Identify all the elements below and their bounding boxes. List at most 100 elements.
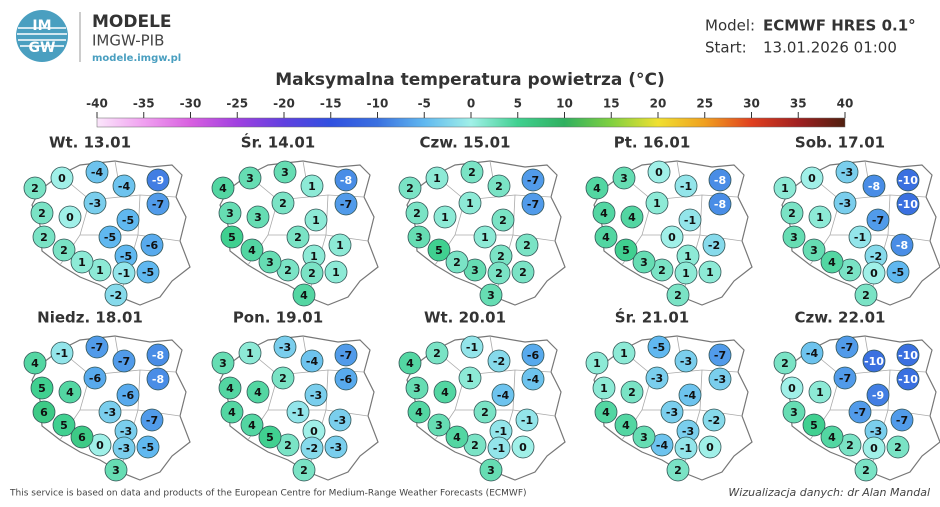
station-value: -7 [896,414,908,427]
station-marker [425,166,449,190]
station-value: -7 [527,174,539,187]
station-marker [479,283,503,307]
station-value: -6 [527,349,540,362]
station-marker [304,208,328,232]
station-value: -8 [340,174,352,187]
station-value: 4 [219,182,227,195]
station-value: -2 [708,239,720,252]
station-value: 4 [453,431,461,444]
org: IMGW-PIB [92,32,164,50]
colorbar-label: 10 [556,97,573,111]
station-value: -4 [806,347,819,360]
station-value: -9 [872,389,884,402]
map-title: Pt. 16.01 [614,134,691,152]
station-value: 4 [31,357,39,370]
model: ECMWF HRES 0.1° [763,17,916,35]
station-value: -3 [714,373,726,386]
colorbar-label: -15 [320,97,342,111]
title: Maksymalna temperatura powietrza (°C) [275,70,665,90]
station-value: 0 [870,442,878,455]
station-marker [773,176,797,200]
station-marker [491,383,515,407]
station-value: 2 [481,406,489,419]
station-value: 3 [471,264,479,277]
station-marker [708,168,732,192]
station-marker [808,380,832,404]
station-marker [238,166,262,190]
station-marker [620,205,644,229]
station-marker [427,413,451,437]
station-value: 3 [435,419,443,432]
station-value: -6 [89,372,102,385]
station-value: -3 [104,406,116,419]
station-marker [708,367,732,391]
station-marker [292,283,316,307]
station-marker [666,283,690,307]
station-value: -1 [684,214,696,227]
station-marker [83,366,107,390]
station-marker [802,413,826,437]
station-marker [324,260,348,284]
station-value: -10 [898,373,918,386]
station-value: 2 [495,267,503,280]
station-marker [52,238,76,262]
station-value: 3 [640,431,648,444]
station-marker [85,160,109,184]
station-value: 1 [433,172,441,185]
station-value: -6 [340,373,353,386]
region-borders [59,160,181,298]
station-value: 1 [600,382,608,395]
station-value: 1 [593,357,601,370]
station-marker [698,260,722,284]
station-marker [896,367,920,391]
station-marker [645,366,669,390]
station-value: 4 [415,406,423,419]
station-marker [398,176,422,200]
station-marker [632,425,656,449]
station-marker [674,261,698,285]
station-marker [890,408,914,432]
station-value: -3 [334,414,346,427]
station-value: 2 [468,166,476,179]
station-marker [140,233,164,257]
station-value: -1 [521,414,533,427]
map-title: Śr. 21.01 [615,308,689,327]
station-marker [407,225,431,249]
station-marker [491,208,515,232]
station-value: 2 [523,239,531,252]
station-value: -1 [118,267,130,280]
station-marker [647,160,671,184]
station-value: -8 [152,373,164,386]
station-value: -3 [682,425,694,438]
station-marker [862,349,886,373]
station-value: -4 [656,439,669,452]
station-value: -9 [152,174,164,187]
station-marker [614,238,638,262]
station-value: 2 [471,439,479,452]
station-value: -5 [120,250,132,263]
station-marker [334,343,358,367]
station-value: -3 [666,406,678,419]
station-value: 4 [828,431,836,444]
station-value: 2 [38,207,46,220]
colorbar-label: 35 [790,97,807,111]
station-marker [324,435,348,459]
station-value: -1 [495,425,507,438]
station-marker [521,192,545,216]
map-title: Wt. 20.01 [424,309,506,327]
station-marker [612,166,636,190]
station-marker [304,383,328,407]
station-marker [98,225,122,249]
station-marker [820,250,844,274]
station-marker [645,191,669,215]
station-value: -5 [142,441,154,454]
station-marker [98,400,122,424]
station-marker [782,400,806,424]
station-marker [674,349,698,373]
station-value: 0 [519,441,527,454]
colorbar-label: 30 [743,97,760,111]
station-value: -1 [56,347,68,360]
station-marker [592,376,616,400]
station-marker [240,238,264,262]
region-borders [809,160,931,298]
